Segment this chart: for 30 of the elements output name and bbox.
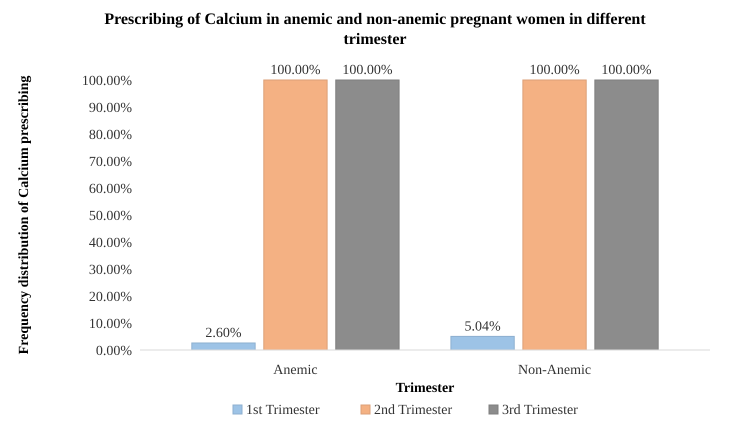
y-tick-label: 30.00% [88, 262, 132, 278]
x-axis-title: Trimester [396, 381, 454, 396]
legend-label: 3rd Trimester [502, 403, 578, 418]
legend-label: 2nd Trimester [374, 403, 453, 418]
data-label: 5.04% [464, 319, 501, 334]
y-axis-title: Frequency distribution of Calcium prescribing [17, 76, 32, 354]
bar [522, 80, 587, 350]
y-tick-label: 80.00% [88, 128, 132, 143]
x-tick-label: Non-Anemic [518, 363, 592, 378]
bar [335, 80, 400, 350]
data-label: 100.00% [601, 63, 652, 78]
data-label: 2.60% [205, 326, 242, 341]
chart-title: Prescribing of Calcium in anemic and non-anemic pregnant women in different trimester [104, 11, 646, 48]
y-tick-label: 90.00% [88, 100, 132, 116]
y-tick-label: 60.00% [88, 182, 132, 197]
x-tick-label: Anemic [273, 363, 318, 378]
data-label: 100.00% [270, 63, 321, 78]
y-tick-label: 40.00% [88, 236, 132, 251]
y-tick-label: 0.00% [96, 344, 132, 359]
y-tick-label: 70.00% [88, 154, 132, 170]
data-label: 100.00% [342, 63, 393, 78]
y-tick-label: 50.00% [88, 208, 132, 224]
legend-label: 1st Trimester [246, 403, 320, 418]
y-tick-label: 10.00% [88, 316, 132, 332]
bar [450, 336, 515, 350]
data-label: 100.00% [529, 63, 580, 78]
bar [594, 80, 659, 350]
bar [263, 80, 328, 350]
y-tick-label: 20.00% [88, 290, 132, 305]
y-tick-label: 100.00% [82, 74, 132, 89]
